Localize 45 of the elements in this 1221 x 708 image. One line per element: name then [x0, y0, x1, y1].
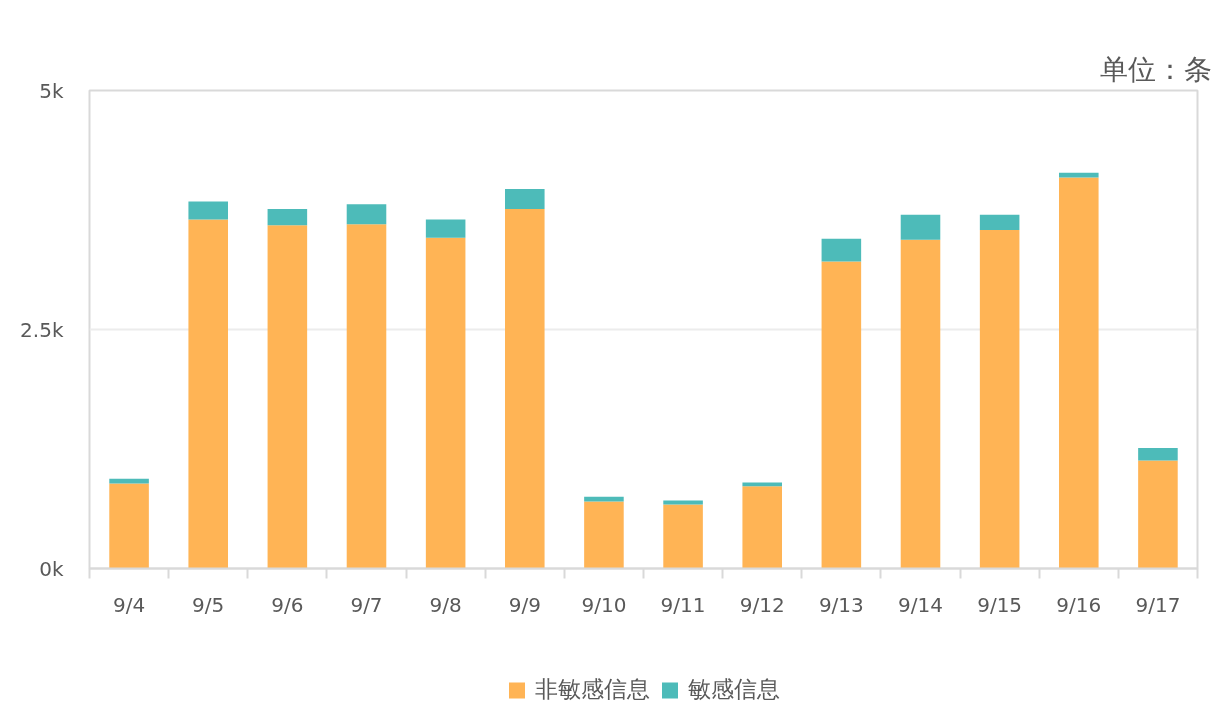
bar [900, 239, 941, 569]
x-tick-label: 9/17 [1135, 592, 1181, 617]
legend-label: 非敏感信息 [534, 675, 650, 704]
bar [188, 201, 228, 220]
bar [346, 224, 387, 569]
x-tick-label: 9/16 [1056, 592, 1102, 617]
y-tick-label: 5k [39, 78, 64, 103]
bar [979, 214, 1020, 231]
x-tick-label: 9/12 [739, 592, 785, 617]
bar [979, 230, 1020, 569]
legend-label: 敏感信息 [687, 675, 780, 704]
bar [742, 482, 782, 487]
x-tick-label: 9/8 [429, 592, 462, 617]
x-tick-label: 9/5 [192, 592, 225, 617]
x-tick-label: 9/4 [112, 592, 146, 617]
bar [900, 214, 941, 240]
bar [663, 504, 703, 569]
y-tick-label: 2.5k [20, 317, 64, 342]
bar [109, 483, 149, 569]
bar [584, 496, 624, 502]
bar [1138, 448, 1178, 461]
x-tick-label: 9/15 [977, 592, 1023, 617]
bar [505, 209, 545, 569]
bar [821, 238, 862, 262]
bar [584, 501, 624, 569]
bar [188, 219, 228, 569]
x-tick-label: 9/9 [508, 592, 541, 617]
bar [267, 225, 308, 569]
bar [425, 237, 466, 569]
bar [425, 219, 466, 238]
x-tick-label: 9/6 [271, 592, 304, 617]
bar [742, 486, 782, 569]
y-tick-label: 0k [39, 556, 64, 581]
x-tick-label: 9/14 [898, 592, 943, 617]
x-tick-label: 9/13 [818, 592, 864, 617]
x-tick-label: 9/10 [581, 592, 627, 617]
text: 单位：条 [1099, 52, 1212, 86]
x-tick-label: 9/7 [350, 592, 383, 617]
bar [346, 204, 387, 225]
bar [821, 261, 862, 569]
x-tick-label: 9/11 [660, 592, 706, 617]
bar [1138, 460, 1178, 569]
bar [1059, 177, 1099, 569]
bar [267, 209, 308, 226]
bar [505, 188, 545, 210]
